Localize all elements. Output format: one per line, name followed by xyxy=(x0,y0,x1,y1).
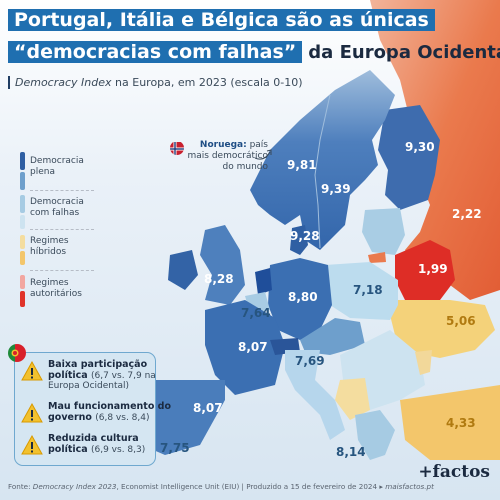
footer-site-link[interactable]: maisfactos.pt xyxy=(385,482,434,491)
legend-label-authoritarian: Regimes autoritários xyxy=(30,278,82,299)
value-turkey: 4,33 xyxy=(446,416,476,430)
sweden-border xyxy=(314,94,331,249)
footer-rest: , Economist Intelligence Unit (EIU) | Pr… xyxy=(116,482,383,491)
value-poland: 7,18 xyxy=(353,283,383,297)
value-spain: 8,07 xyxy=(193,401,223,415)
moldova-shape xyxy=(415,350,432,375)
value-sweden: 9,39 xyxy=(321,182,351,196)
value-uk: 8,28 xyxy=(204,272,234,286)
germany-shape xyxy=(268,258,332,340)
legend-separator xyxy=(30,190,94,191)
value-portugal: 7,75 xyxy=(160,441,190,455)
reason-title-2: política (6,9 vs. 8,3) xyxy=(48,444,146,455)
footer-prefix: Fonte: xyxy=(8,482,31,491)
central-europe-shape xyxy=(300,318,365,355)
value-belarus: 1,99 xyxy=(418,262,448,276)
value-france: 8,07 xyxy=(238,340,268,354)
legend-label-hybrid: Regimes híbridos xyxy=(30,236,69,257)
value-finland: 9,30 xyxy=(405,140,435,154)
legend-swatch-hybrid-2 xyxy=(20,251,25,265)
title-tail: da Europa Ocidental xyxy=(308,42,500,63)
legend-separator xyxy=(30,229,94,230)
norway-annotation: Noruega: país mais democrático do mundo xyxy=(180,140,268,173)
baltics-shape xyxy=(362,208,405,255)
reason-title-2: política (6,7 vs. 7,9 na xyxy=(48,370,156,381)
norway-flag-icon xyxy=(170,141,184,155)
uk-shape xyxy=(200,225,245,305)
finland-shape xyxy=(378,105,440,210)
legend-label-full: Democracia plena xyxy=(30,156,84,177)
ukraine-shape xyxy=(390,300,495,358)
brand-logo: +factos xyxy=(418,462,490,482)
reason-title: Mau funcionamento do xyxy=(48,401,171,412)
value-italy: 7,69 xyxy=(295,354,325,368)
footer: Fonte: Democracy Index 2023, Economist I… xyxy=(8,482,434,491)
subtitle-rest: na Europa, em 2023 (escala 0-10) xyxy=(115,76,303,89)
value-ukraine: 5,06 xyxy=(446,314,476,328)
value-russia: 2,22 xyxy=(452,207,482,221)
reason-detail: (6,9 vs. 8,3) xyxy=(91,445,146,455)
subtitle-index: Democracy Index xyxy=(15,76,112,89)
belarus-shape xyxy=(395,240,455,300)
warning-icon xyxy=(21,435,43,455)
title-line-1: Portugal, Itália e Bélgica são as únicas xyxy=(8,6,435,34)
footer-source: Democracy Index 2023 xyxy=(32,482,117,491)
warning-icon xyxy=(21,361,43,381)
title-line-1-text: Portugal, Itália e Bélgica são as únicas xyxy=(8,9,435,31)
legend-separator xyxy=(30,270,94,271)
legend-swatch-auth-2 xyxy=(20,291,25,307)
value-belgium: 7,64 xyxy=(241,306,271,320)
value-denmark: 9,28 xyxy=(290,229,320,243)
reason-title: Reduzida cultura xyxy=(48,433,139,444)
reason-detail: (6,8 vs. 8,4) xyxy=(95,413,150,423)
reason-title-2: governo (6,8 vs. 8,4) xyxy=(48,412,150,423)
netherlands-shape xyxy=(255,268,272,295)
legend-label-flawed: Democracia com falhas xyxy=(30,197,84,218)
poland-shape xyxy=(325,262,398,320)
legend-swatch-flawed-2 xyxy=(20,215,25,229)
subtitle: Democracy Index na Europa, em 2023 (esca… xyxy=(8,76,303,89)
ireland-shape xyxy=(168,250,198,290)
italy-shape xyxy=(285,350,345,440)
reason-detail: (6,7 vs. 7,9 na xyxy=(91,371,156,381)
portugal-reasons-panel: Baixa participação política (6,7 vs. 7,9… xyxy=(14,352,171,466)
legend-swatch-hybrid-1 xyxy=(20,235,25,249)
legend-swatch-auth-1 xyxy=(20,275,25,289)
kaliningrad-shape xyxy=(368,252,386,263)
warning-icon xyxy=(21,403,43,423)
legend-swatch-full-1 xyxy=(20,152,25,170)
reason-title: Baixa participação xyxy=(48,359,148,370)
value-greece: 8,14 xyxy=(336,445,366,459)
legend-swatch-flawed-1 xyxy=(20,195,25,213)
france-shape xyxy=(205,300,285,395)
legend-swatch-full-2 xyxy=(20,172,25,190)
balkans-shape xyxy=(335,378,370,420)
denmark-shape xyxy=(290,225,308,255)
portugal-flag-icon xyxy=(8,344,26,362)
norway-note-text: país mais democrático do mundo xyxy=(187,140,268,172)
value-germany: 8,80 xyxy=(288,290,318,304)
norway-arrow-icon xyxy=(254,149,272,160)
greece-shape xyxy=(355,410,395,460)
value-norway: 9,81 xyxy=(287,158,317,172)
title-highlight: “democracias com falhas” xyxy=(8,41,303,63)
norway-note-name: Noruega: xyxy=(199,140,247,150)
title-line-2: “democracias com falhas” da Europa Ociden… xyxy=(8,38,500,66)
scandinavia-shape xyxy=(250,70,395,250)
turkey-shape xyxy=(400,385,500,460)
reason-detail-2: Europa Ocidental) xyxy=(48,381,130,391)
